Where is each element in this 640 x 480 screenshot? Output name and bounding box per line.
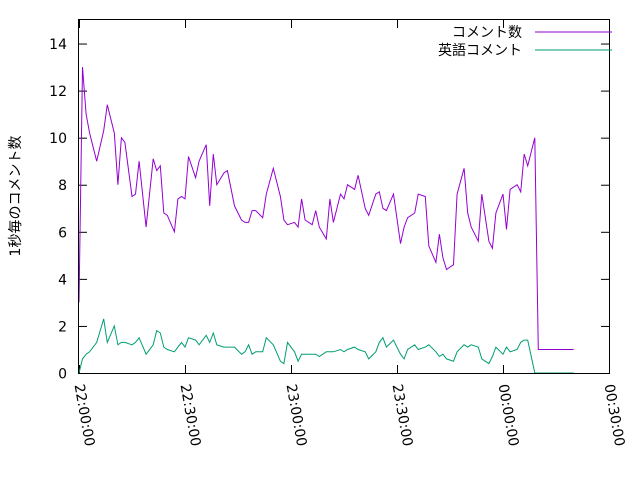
legend-label: コメント数 bbox=[452, 25, 522, 41]
plot-frame bbox=[78, 19, 610, 374]
x-axis-ticks: 22:00:00 22:30:00 23:00:00 23:30:00 00:00:00… bbox=[71, 20, 628, 448]
y-tick-label: 0 bbox=[58, 367, 67, 383]
y-axis-label: 1秒毎のコメント数 bbox=[8, 136, 24, 257]
x-tick-label: 00:00:00 bbox=[495, 383, 522, 448]
x-tick-label: 22:00:00 bbox=[71, 383, 98, 448]
legend-label: 英語コメント bbox=[438, 42, 522, 59]
y-tick-label: 2 bbox=[58, 319, 67, 335]
y-tick-label: 10 bbox=[49, 131, 67, 147]
x-tick-label: 23:00:00 bbox=[283, 383, 310, 448]
x-tick-label: 22:30:00 bbox=[177, 383, 204, 448]
y-tick-label: 4 bbox=[58, 272, 67, 288]
y-tick-label: 14 bbox=[49, 37, 67, 53]
series-line-1 bbox=[78, 67, 574, 350]
x-tick-label: 23:30:00 bbox=[389, 383, 416, 448]
y-tick-label: 8 bbox=[58, 178, 67, 194]
y-tick-label: 12 bbox=[49, 84, 67, 100]
y-tick-label: 6 bbox=[58, 225, 67, 241]
series-line-2 bbox=[78, 318, 574, 374]
series-layer bbox=[78, 67, 574, 374]
x-tick-label: 00:30:00 bbox=[601, 383, 628, 448]
